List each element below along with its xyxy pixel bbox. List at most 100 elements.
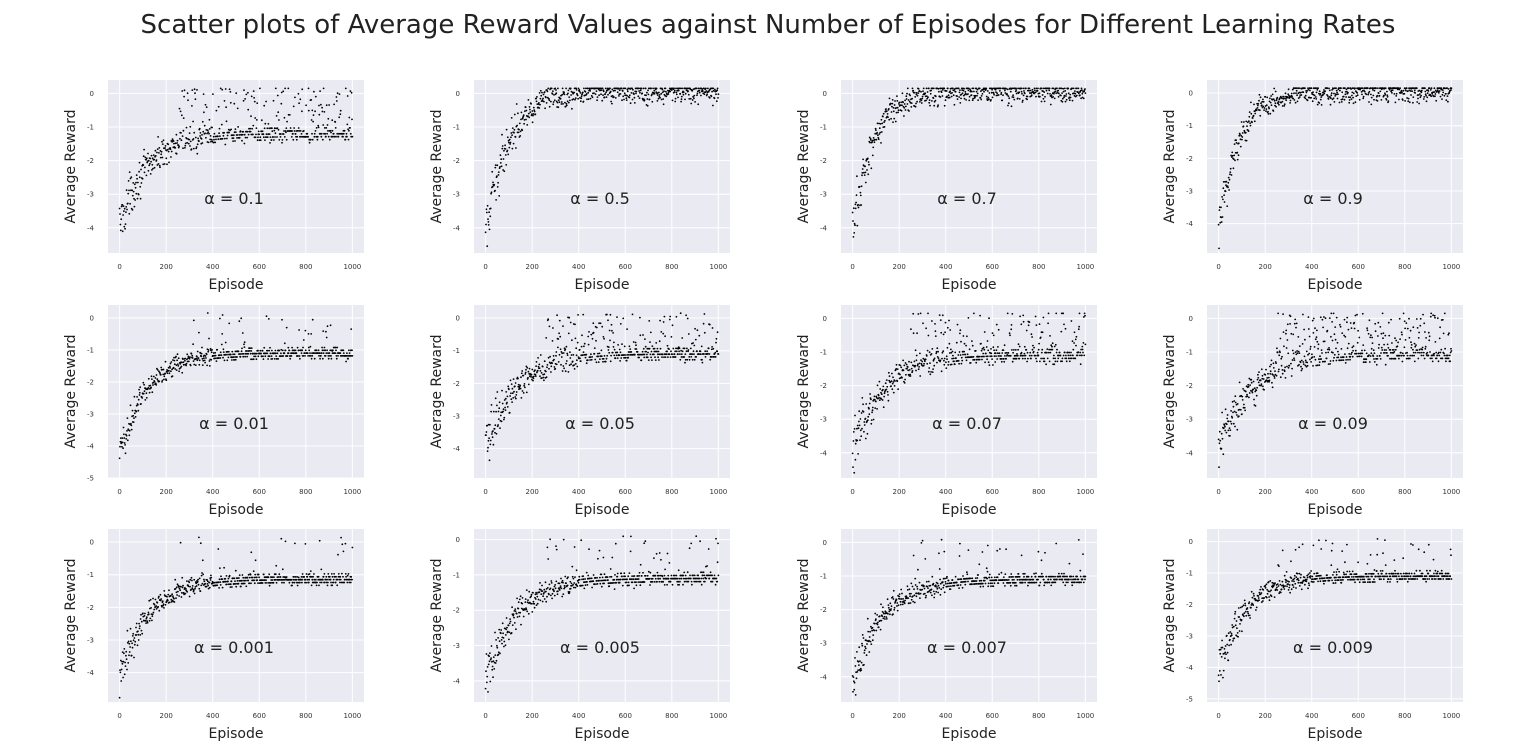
data-point (1396, 345, 1399, 348)
data-point (269, 142, 271, 144)
data-point (1229, 171, 1232, 174)
data-point (883, 126, 886, 128)
data-point (686, 317, 689, 320)
data-point (233, 102, 236, 105)
data-point (696, 329, 699, 332)
data-point (1020, 323, 1023, 326)
data-point (142, 381, 145, 384)
data-point (1316, 329, 1318, 332)
data-point (557, 361, 560, 363)
data-point (655, 87, 658, 90)
data-point (228, 322, 231, 325)
data-point (624, 356, 627, 359)
data-point (887, 399, 890, 402)
data-point (606, 313, 608, 316)
data-point (635, 344, 637, 347)
data-point (553, 358, 555, 361)
data-point (637, 95, 640, 98)
data-point (1369, 355, 1372, 357)
data-point (1380, 346, 1383, 349)
data-point (330, 357, 333, 360)
data-point (274, 132, 277, 135)
data-point (1071, 99, 1074, 102)
data-point (198, 127, 201, 130)
data-point (223, 100, 226, 102)
subplot-8: 0 200 400 600 800 1000-4-3-2-10EpisodeAverage… (1162, 305, 1463, 518)
data-point (1231, 416, 1234, 419)
data-point (263, 104, 266, 107)
data-point (215, 109, 218, 112)
data-point (1293, 92, 1295, 95)
data-point (208, 132, 210, 135)
data-point (578, 90, 581, 93)
data-point (1406, 90, 1409, 93)
data-point (909, 375, 912, 377)
data-point (649, 331, 652, 334)
data-point (1417, 97, 1419, 100)
data-point (1377, 347, 1380, 349)
data-point (254, 355, 257, 358)
data-point (230, 128, 233, 131)
data-point (644, 345, 647, 348)
data-point (601, 99, 604, 102)
data-point (152, 167, 154, 170)
data-point (1287, 88, 1290, 91)
data-point (1238, 381, 1241, 384)
data-point (609, 87, 611, 90)
data-point (494, 424, 497, 427)
data-point (959, 354, 962, 356)
data-point (508, 146, 511, 149)
data-point (857, 453, 859, 455)
data-point (958, 96, 960, 98)
data-point (1068, 360, 1071, 363)
data-point (1328, 317, 1331, 319)
data-point (312, 120, 314, 123)
y-axis-label: Average Reward (63, 334, 79, 448)
data-point (500, 165, 503, 168)
data-point (557, 346, 559, 349)
data-point (285, 127, 288, 129)
data-point (587, 98, 590, 101)
data-point (327, 357, 330, 360)
data-point (1271, 93, 1274, 96)
data-point (180, 132, 182, 134)
data-point (972, 87, 975, 90)
data-point (585, 87, 587, 90)
data-point (703, 93, 706, 96)
data-point (573, 91, 576, 94)
data-point (1308, 352, 1311, 355)
data-point (1304, 338, 1306, 341)
data-point (1025, 87, 1027, 90)
data-point (183, 95, 186, 98)
data-point (712, 87, 715, 90)
data-point (1283, 103, 1286, 106)
y-tick-label: -2 (453, 380, 460, 388)
data-point (201, 120, 204, 123)
data-point (1222, 427, 1225, 430)
data-point (1262, 98, 1264, 101)
data-point (1423, 322, 1426, 325)
data-point (535, 361, 538, 363)
data-point (491, 185, 494, 188)
data-point (1055, 351, 1058, 354)
data-point (919, 312, 922, 315)
data-point (278, 139, 281, 141)
data-point (542, 97, 544, 100)
data-point (1307, 88, 1310, 91)
data-point (1300, 359, 1303, 362)
data-point (1065, 93, 1068, 95)
data-point (940, 370, 943, 373)
data-point (285, 138, 288, 141)
data-point (1318, 364, 1321, 366)
data-point (1024, 354, 1027, 357)
data-point (1354, 349, 1357, 352)
data-point (1404, 100, 1406, 102)
data-point (1262, 105, 1265, 108)
data-point (325, 336, 328, 339)
data-point (1434, 89, 1437, 92)
data-point (1422, 313, 1424, 316)
data-point (334, 352, 337, 354)
data-point (693, 353, 695, 355)
data-point (502, 410, 504, 413)
data-point (1284, 92, 1287, 95)
